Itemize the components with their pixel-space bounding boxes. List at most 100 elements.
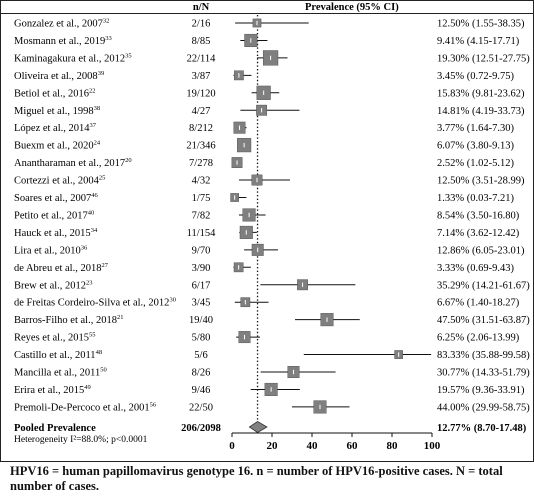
pooled-nn: 206/2098 <box>181 423 221 434</box>
study-rows: Gonzalez et al., 200732 2/16 12.50% (1.55-… <box>14 15 530 433</box>
header-nn: n/N <box>193 2 210 13</box>
study-ci-text: 9.41% (4.15-17.71) <box>437 36 520 47</box>
study-label: de Freitas Cordeiro-Silva et al., 201230 <box>14 297 176 309</box>
study-label: Gonzalez et al., 200732 <box>14 18 109 30</box>
study-row: Mancilla et al., 201150 8/26 30.77% (14.33… <box>14 366 530 379</box>
x-axis: 0 20 40 60 80 100 <box>229 432 441 452</box>
study-label: Brew et al., 201223 <box>14 279 93 291</box>
study-nn: 22/114 <box>187 53 217 64</box>
study-row: de Abreu et al., 201827 3/90 3.33% (0.69-9… <box>14 262 514 274</box>
study-ci-text: 15.83% (9.81-23.62) <box>437 88 525 99</box>
study-nn: 19/40 <box>189 315 213 326</box>
study-ci-text: 7.14% (3.62-12.42) <box>437 228 520 239</box>
pooled-label: Pooled Prevalence <box>14 423 96 434</box>
study-row: Anantharaman et al., 201720 7/278 2.52% (1… <box>14 157 514 169</box>
study-label: Hauck et al., 201534 <box>14 227 98 239</box>
study-ci-text: 47.50% (31.51-63.87) <box>437 315 530 326</box>
forest-plot: n/N Prevalence (95% CI) Gonzalez et al.,… <box>0 0 534 462</box>
study-nn: 2/16 <box>192 19 211 30</box>
study-row: Brew et al., 201223 6/17 35.29% (14.21-61.… <box>14 279 530 291</box>
study-label: Cortezzi et al., 200425 <box>14 175 105 187</box>
study-nn: 3/87 <box>192 71 211 82</box>
study-ci-text: 19.30% (12.51-27.75) <box>437 53 530 64</box>
x-tick-label: 60 <box>347 440 359 452</box>
study-ci-text: 8.54% (3.50-16.80) <box>437 210 520 221</box>
study-label: Mosmann et al., 201933 <box>14 35 112 47</box>
study-label: López et al., 201437 <box>14 122 97 134</box>
study-row: Petito et al., 201740 7/82 8.54% (3.50-16.… <box>14 208 520 221</box>
x-tick-label: 20 <box>267 440 279 452</box>
study-row: Lira et al., 201036 9/70 12.86% (6.05-23.0… <box>14 243 525 256</box>
study-nn: 21/346 <box>186 141 215 152</box>
study-row: Oliveira et al., 200839 3/87 3.45% (0.72-9… <box>14 70 514 82</box>
study-ci-text: 35.29% (14.21-61.67) <box>437 280 530 291</box>
study-nn: 9/70 <box>192 245 211 256</box>
study-ci-text: 3.33% (0.69-9.43) <box>437 263 514 274</box>
study-row: Premoli-De-Percoco et al., 200156 22/50 44… <box>14 400 530 414</box>
x-tick-label: 0 <box>229 440 235 452</box>
study-label: Soares et al., 200746 <box>14 192 99 204</box>
study-row: Gonzalez et al., 200732 2/16 12.50% (1.55-… <box>14 18 525 30</box>
study-nn: 1/75 <box>192 193 211 204</box>
study-label: Castillo et al., 201148 <box>14 349 102 361</box>
study-nn: 5/80 <box>192 333 211 344</box>
x-tick-label: 80 <box>387 440 399 452</box>
x-tick-label: 100 <box>424 440 441 452</box>
study-label: Miguel et al., 199838 <box>14 105 100 117</box>
study-label: Erira et al., 201549 <box>14 384 91 396</box>
header-prevalence: Prevalence (95% CI) <box>305 2 399 13</box>
study-label: Barros-Filho et al., 201821 <box>14 314 123 326</box>
study-row: de Freitas Cordeiro-Silva et al., 201230… <box>14 297 520 309</box>
study-ci-text: 12.86% (6.05-23.01) <box>437 245 525 256</box>
heterogeneity-text: Heterogeneity I²=88.0%; p<0.0001 <box>14 435 148 445</box>
study-label: Reyes et al., 201555 <box>14 332 95 344</box>
study-nn: 8/212 <box>189 123 213 134</box>
x-tick-label: 40 <box>307 440 319 452</box>
study-ci-text: 44.00% (29.99-58.75) <box>437 402 530 413</box>
study-nn: 8/85 <box>192 36 211 47</box>
study-ci-text: 12.50% (3.51-28.99) <box>437 176 525 187</box>
study-label: Betiol et al., 201622 <box>14 87 95 99</box>
pooled-row: Pooled Prevalence 206/2098 12.77% (8.70-17… <box>14 421 527 445</box>
study-label: Kaminagakura et al., 201235 <box>14 52 132 64</box>
study-label: Anantharaman et al., 201720 <box>14 157 132 169</box>
study-ci-text: 3.45% (0.72-9.75) <box>437 71 514 82</box>
study-nn: 7/278 <box>189 158 213 169</box>
pooled-ci-text: 12.77% (8.70-17.48) <box>437 423 527 434</box>
study-ci-text: 19.57% (9.36-33.91) <box>437 385 525 396</box>
study-label: Mancilla et al., 201150 <box>14 367 107 379</box>
study-label: Premoli-De-Percoco et al., 200156 <box>14 401 157 413</box>
study-nn: 11/154 <box>187 228 217 239</box>
pooled-diamond <box>248 421 268 433</box>
study-ci-text: 3.77% (1.64-7.30) <box>437 123 514 134</box>
study-ci-text: 2.52% (1.02-5.12) <box>437 158 514 169</box>
study-nn: 6/17 <box>192 280 211 291</box>
study-row: Reyes et al., 201555 5/80 6.25% (2.06-13.9… <box>14 331 520 344</box>
study-ci-text: 6.67% (1.40-18.27) <box>437 298 520 309</box>
study-row: Barros-Filho et al., 201821 19/40 47.50% (… <box>14 313 530 327</box>
study-label: de Abreu et al., 201827 <box>14 262 109 274</box>
study-row: Hauck et al., 201534 11/154 7.14% (3.62-12… <box>14 225 520 239</box>
study-ci-text: 14.81% (4.19-33.73) <box>437 106 525 117</box>
study-row: Buexm et al., 202024 21/346 6.07% (3.80-9.… <box>14 138 514 153</box>
study-ci-text: 6.07% (3.80-9.13) <box>437 141 514 152</box>
study-row: Castillo et al., 201148 5/6 83.33% (35.88-… <box>14 349 530 361</box>
study-ci-text: 12.50% (1.55-38.35) <box>437 19 525 30</box>
study-row: Mosmann et al., 201933 8/85 9.41% (4.15-17… <box>14 33 520 47</box>
study-label: Petito et al., 201740 <box>14 209 94 221</box>
study-nn: 3/45 <box>192 298 211 309</box>
study-ci-text: 30.77% (14.33-51.79) <box>437 368 530 379</box>
study-row: Erira et al., 201549 9/46 19.57% (9.36-33.… <box>14 382 525 396</box>
study-nn: 8/26 <box>192 368 211 379</box>
study-nn: 7/82 <box>192 210 211 221</box>
study-row: Miguel et al., 199838 4/27 14.81% (4.19-33… <box>14 105 525 117</box>
study-ci-text: 6.25% (2.06-13.99) <box>437 333 520 344</box>
study-row: Soares et al., 200746 1/75 1.33% (0.03-7.2… <box>14 192 514 204</box>
study-nn: 4/27 <box>192 106 211 117</box>
study-row: Betiol et al., 201622 19/120 15.83% (9.81-… <box>14 85 525 100</box>
study-nn: 9/46 <box>192 385 211 396</box>
study-label: Lira et al., 201036 <box>14 244 88 256</box>
study-nn: 22/50 <box>189 402 213 413</box>
study-nn: 19/120 <box>186 88 215 99</box>
study-row: López et al., 201437 8/212 3.77% (1.64-7.3… <box>14 121 514 134</box>
